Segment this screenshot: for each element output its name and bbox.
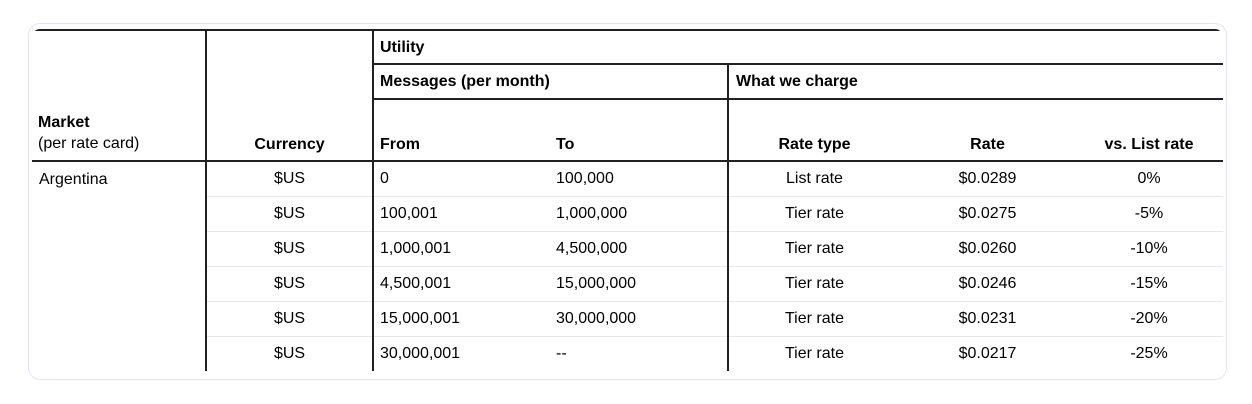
from-cell: 1,000,001 <box>373 231 550 267</box>
from-cell: 4,500,001 <box>373 266 550 302</box>
currency-cell: $US <box>206 231 374 267</box>
to-cell: 100,000 <box>550 161 729 197</box>
header-row-columns: From To Rate type Rate vs. List rate <box>32 99 1223 162</box>
vs-list-rate-cell: -25% <box>1130 345 1168 363</box>
to-column-header: To <box>550 99 729 162</box>
rate-cell: $0.0275 <box>900 196 1075 232</box>
market-cell <box>32 266 207 301</box>
rate-card: Market (per rate card) Currency Utility … <box>28 23 1227 380</box>
rate-type-cell: List rate <box>728 161 900 197</box>
to-cell: -- <box>550 336 729 371</box>
header-row-groups: Messages (per month) What we charge <box>32 64 1223 100</box>
from-cell: 100,001 <box>373 196 550 232</box>
vs-list-rate-cell: -15% <box>1075 266 1223 302</box>
utility-group-header: Utility <box>373 29 1223 65</box>
vs-list-rate-cell: -10% <box>1075 231 1223 267</box>
table-row: $US 4,500,001 15,000,000 Tier rate $0.02… <box>32 266 1223 302</box>
currency-cell: $US <box>206 301 374 337</box>
market-cell <box>32 301 207 336</box>
to-cell: 15,000,000 <box>550 266 729 302</box>
from-cell: 30,000,001 <box>380 345 461 363</box>
table-body: Argentina $US 0 100,000 List rate $0.028… <box>32 161 1223 371</box>
market-cell <box>32 231 207 266</box>
table-row: $US 1,000,001 4,500,000 Tier rate $0.026… <box>32 231 1223 267</box>
market-header-title: Market <box>38 114 90 131</box>
market-header-subtitle: (per rate card) <box>38 135 140 152</box>
rate-card-inner: Market (per rate card) Currency Utility … <box>32 29 1223 377</box>
table-row: $US 15,000,001 30,000,000 Tier rate $0.0… <box>32 301 1223 337</box>
rate-cell: $0.0289 <box>900 161 1075 197</box>
vs-list-rate-cell: -20% <box>1075 301 1223 337</box>
charge-group-header: What we charge <box>728 64 1223 100</box>
from-column-header: From <box>373 99 550 162</box>
table-row: $US 30,000,001 -- Tier rate $0.0217 -25% <box>32 336 1223 371</box>
market-cell: Argentina <box>32 161 207 196</box>
rate-column-header: Rate <box>900 99 1075 162</box>
rate-cell: $0.0217 <box>958 345 1017 363</box>
market-column-header: Market (per rate card) <box>32 29 207 162</box>
table-row: $US 100,001 1,000,000 Tier rate $0.0275 … <box>32 196 1223 232</box>
rate-cell: $0.0246 <box>900 266 1075 302</box>
currency-cell: $US <box>206 266 374 302</box>
currency-cell: $US <box>206 196 374 232</box>
utility-rate-table: Market (per rate card) Currency Utility … <box>32 29 1223 371</box>
to-cell: 1,000,000 <box>550 196 729 232</box>
to-cell: 4,500,000 <box>550 231 729 267</box>
from-cell: 0 <box>373 161 550 197</box>
rate-type-cell: Tier rate <box>785 345 844 363</box>
header-row-utility: Market (per rate card) Currency Utility <box>32 29 1223 162</box>
rate-type-column-header: Rate type <box>728 99 900 162</box>
vs-list-rate-cell: 0% <box>1075 161 1223 197</box>
table-row: Argentina $US 0 100,000 List rate $0.028… <box>32 161 1223 197</box>
rate-type-cell: Tier rate <box>728 301 900 337</box>
messages-group-header: Messages (per month) <box>373 64 729 100</box>
rate-cell: $0.0231 <box>900 301 1075 337</box>
to-cell: 30,000,000 <box>550 301 729 337</box>
rate-type-cell: Tier rate <box>728 196 900 232</box>
rate-type-cell: Tier rate <box>728 231 900 267</box>
rate-cell: $0.0260 <box>900 231 1075 267</box>
vs-list-rate-column-header: vs. List rate <box>1075 99 1223 162</box>
market-cell <box>32 336 207 371</box>
market-cell <box>32 196 207 231</box>
currency-cell: $US <box>206 336 374 371</box>
vs-list-rate-cell: -5% <box>1075 196 1223 232</box>
from-cell: 15,000,001 <box>373 301 550 337</box>
currency-column-header: Currency <box>206 29 374 162</box>
rate-type-cell: Tier rate <box>728 266 900 302</box>
currency-cell: $US <box>206 161 374 197</box>
